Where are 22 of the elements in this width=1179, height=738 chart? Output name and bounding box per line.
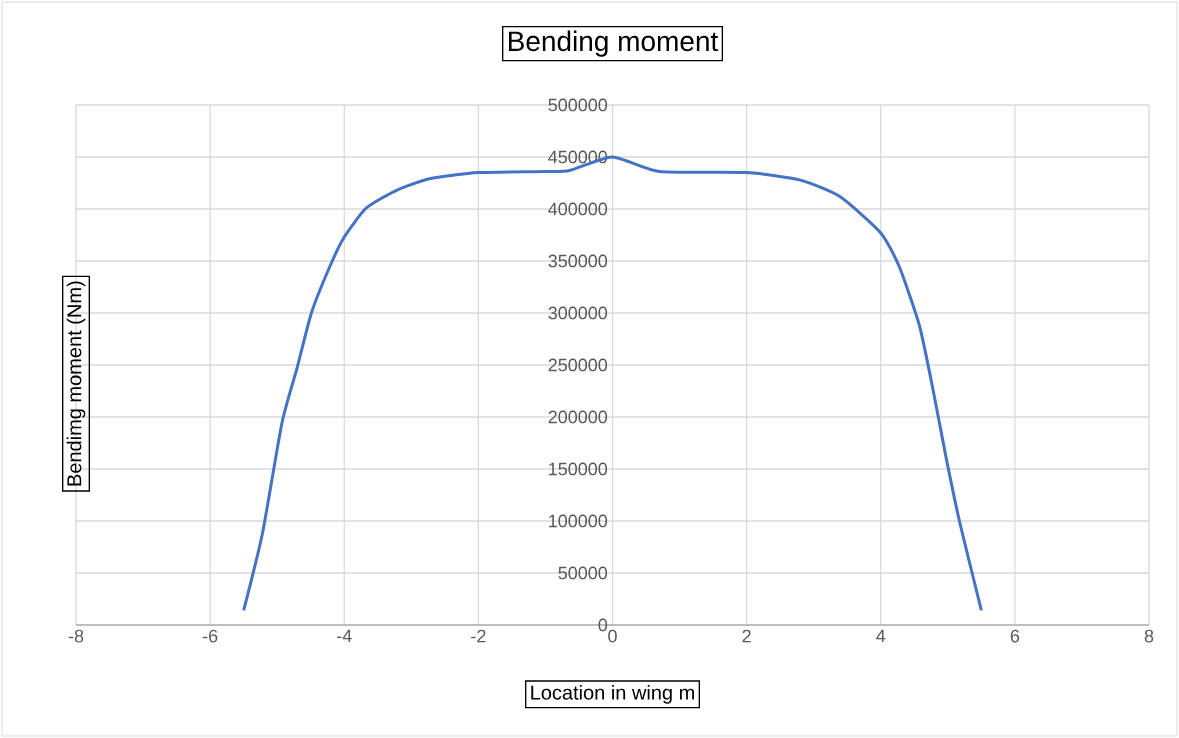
x-tick-label: 0: [608, 629, 617, 643]
x-tick-label: 4: [876, 629, 886, 643]
y-tick-label: 500000: [548, 98, 608, 112]
x-tick-label: -2: [471, 629, 486, 643]
x-tick-label: 2: [742, 629, 751, 643]
x-tick-label: -4: [337, 629, 352, 643]
y-tick-label: 300000: [548, 306, 608, 320]
y-axis-title: Bendimg moment (Nm): [66, 281, 86, 486]
x-tick-label: 8: [1144, 629, 1154, 643]
x-tick-label: -6: [202, 629, 218, 643]
y-tick-label: 50000: [558, 566, 608, 580]
y-tick-label: 100000: [549, 514, 608, 528]
y-tick-label: 350000: [548, 254, 608, 268]
chart-title: Bending moment: [508, 30, 719, 57]
y-tick-label: 400000: [548, 202, 608, 216]
x-tick-label: -8: [68, 629, 84, 643]
y-tick-label: 150000: [549, 462, 608, 476]
y-tick-label: 0: [598, 618, 608, 632]
x-tick-label: 6: [1010, 629, 1020, 643]
y-tick-label: 200000: [548, 410, 608, 424]
x-axis-title: Location in wing m: [531, 685, 694, 704]
y-tick-label: 250000: [548, 358, 608, 372]
